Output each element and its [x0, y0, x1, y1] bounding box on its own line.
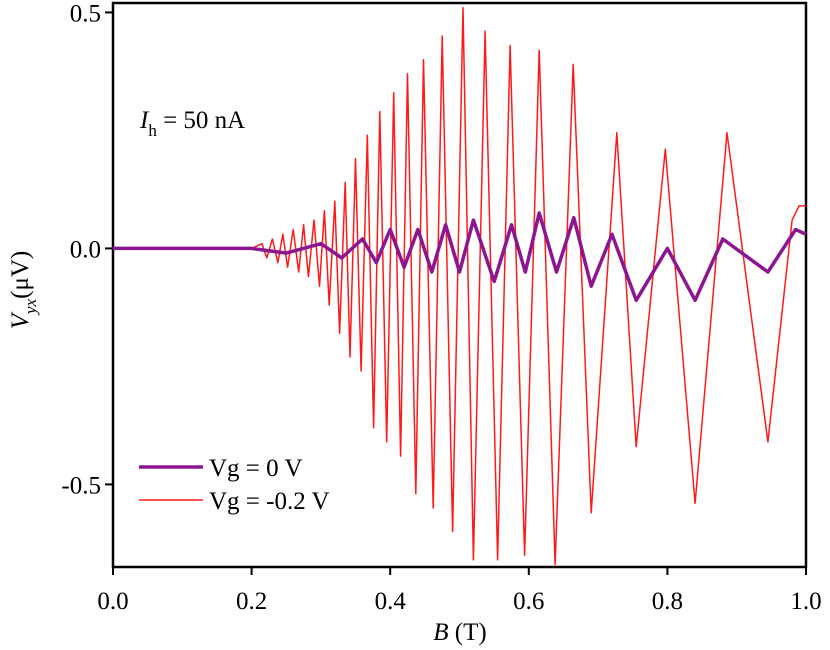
x-tick-label: 0.0	[97, 588, 128, 615]
x-label-symbol: B	[433, 619, 448, 646]
annotation-text: = 50 nA	[157, 107, 245, 134]
x-tick-label: 0.8	[652, 588, 683, 615]
x-label-unit: (T)	[449, 619, 487, 646]
y-tick-label: 0.0	[70, 236, 101, 263]
y-axis-label: Vyx(μV)	[7, 251, 40, 329]
legend-label: Vg = -0.2 V	[209, 488, 330, 515]
y-label-symbol: V	[7, 311, 34, 329]
x-tick-label: 0.4	[375, 588, 407, 615]
y-tick-label: -0.5	[61, 472, 101, 499]
data-line	[113, 211, 807, 303]
x-tick-label: 0.2	[236, 588, 267, 615]
x-tick-label: 0.6	[513, 588, 544, 615]
y-label-unit: (μV)	[7, 251, 34, 299]
x-tick-label: 1.0	[790, 588, 821, 615]
y-label-subscript: yx	[21, 298, 40, 316]
annotation-symbol: I	[139, 107, 150, 134]
y-tick-label: 0.5	[70, 0, 101, 27]
plot-frame	[111, 1, 808, 569]
x-axis-label: B (T)	[433, 619, 486, 646]
annotation-subscript: h	[148, 121, 157, 140]
annotation: Ih = 50 nA	[139, 107, 245, 140]
data-line	[113, 6, 806, 566]
legend-label: Vg = 0 V	[209, 455, 303, 482]
